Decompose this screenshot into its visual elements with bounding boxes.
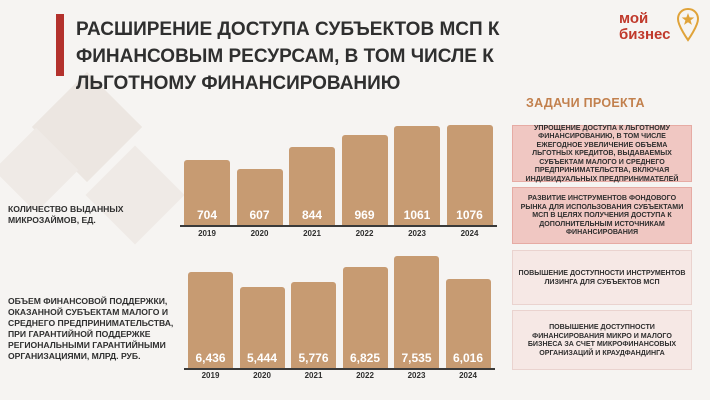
bar (188, 272, 233, 368)
title-accent-bar (56, 14, 64, 76)
chart1-label: КОЛИЧЕСТВО ВЫДАННЫХ МИКРОЗАЙМОВ, ЕД. (8, 204, 124, 225)
category-label: 2019 (198, 229, 216, 238)
bar-value-label: 1061 (403, 208, 431, 222)
bar-value-label: 7,535 (401, 351, 432, 365)
bar (239, 287, 285, 368)
logo-text-line2: бизнес (619, 26, 671, 43)
bar (291, 282, 336, 368)
bar (445, 278, 491, 368)
bar-value-label: 969 (354, 208, 375, 222)
bar (446, 125, 493, 225)
task-card: ПОВЫШЕНИЕ ДОСТУПНОСТИ ФИНАНСИРОВАНИЯ МИК… (512, 310, 692, 370)
bar (394, 126, 440, 225)
chart2-label: ОБЪЕМ ФИНАНСОВОЙ ПОДДЕРЖКИ, ОКАЗАННОЙ СУ… (8, 296, 174, 361)
bar-value-label: 6,825 (349, 351, 381, 365)
category-label: 2022 (355, 229, 374, 238)
category-label: 2024 (460, 229, 479, 238)
category-label: 2022 (356, 371, 374, 380)
task-card: ПОВЫШЕНИЕ ДОСТУПНОСТИ ИНСТРУМЕНТОВ ЛИЗИН… (512, 250, 692, 305)
category-label: 2019 (201, 371, 220, 380)
x-axis-line (184, 368, 495, 370)
bar-value-label: 6,016 (452, 351, 484, 365)
category-label: 2023 (408, 229, 426, 238)
bar (341, 134, 388, 225)
bar (394, 256, 439, 368)
category-label: 2020 (253, 371, 271, 380)
bar (342, 266, 388, 368)
category-label: 2021 (304, 371, 323, 380)
category-label: 2023 (407, 371, 426, 380)
category-label: 2020 (250, 229, 269, 238)
bar-value-label: 704 (196, 208, 218, 222)
bar (289, 146, 335, 225)
task-card: РАЗВИТИЕ ИНСТРУМЕНТОВ ФОНДОВОГО РЫНКА ДЛ… (512, 187, 692, 244)
bar-value-label: 844 (301, 208, 323, 222)
tasks-title: ЗАДАЧИ ПРОЕКТА (526, 96, 645, 110)
page-title: РАСШИРЕНИЕ ДОСТУПА СУБЪЕКТОВ МСП К ФИНАН… (76, 19, 500, 94)
category-label: 2021 (303, 229, 321, 238)
bar-value-label: 1076 (456, 208, 483, 222)
bar-value-label: 607 (249, 208, 270, 222)
bar-value-label: 5,776 (298, 351, 329, 365)
x-axis-line (180, 225, 497, 227)
brand-logo: мой бизнес (619, 6, 699, 48)
bar-value-label: 5,444 (246, 351, 278, 365)
bar (184, 159, 230, 225)
bar-value-label: 6,436 (195, 351, 226, 365)
task-card: УПРОЩЕНИЕ ДОСТУПА К ЛЬГОТНОМУ ФИНАНСИРОВ… (512, 124, 692, 183)
category-label: 2024 (459, 371, 477, 380)
logo-text-line1: мой (619, 10, 649, 27)
bar (236, 168, 283, 225)
location-pin-icon (677, 8, 699, 42)
